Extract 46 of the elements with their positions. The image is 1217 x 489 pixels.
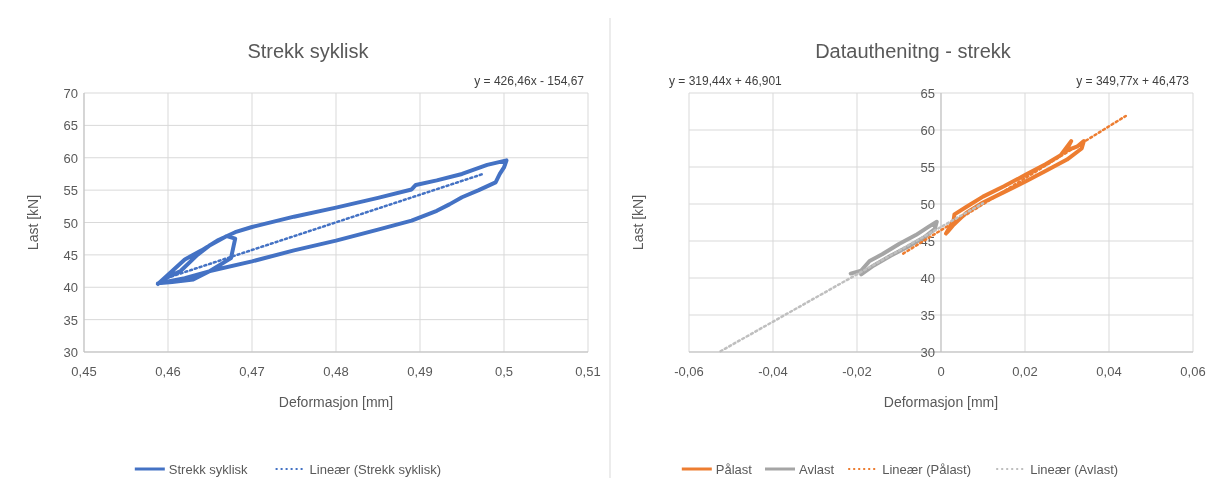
x-tick-label: 0,02 (1012, 364, 1038, 379)
legend-label: Avlast (799, 462, 835, 477)
x-axis-title: Deformasjon [mm] (278, 394, 394, 410)
x-tick-label: 0,5 (494, 364, 514, 379)
x-tick-label: 0,48 (323, 364, 349, 379)
legend-label: Pålast (715, 462, 753, 477)
y-axis-title: Last [kN] (25, 194, 41, 251)
legend-label: Lineær (Strekk syklisk) (309, 462, 442, 477)
y-tick-label: 60 (63, 150, 78, 166)
y-tick-label: 30 (920, 345, 935, 360)
y-tick-label: 35 (920, 308, 935, 323)
chart-title: Strekk syklisk (247, 40, 370, 62)
chart-title: Datauthenitng - strekk (815, 40, 1012, 62)
x-tick-label: 0 (937, 364, 945, 379)
y-tick-label: 50 (920, 197, 935, 212)
line-series (944, 139, 1086, 236)
legend-label: Lineær (Pålast) (882, 462, 972, 477)
x-tick-label: -0,02 (842, 364, 872, 379)
y-tick-label: 65 (920, 86, 935, 101)
y-tick-label: 55 (920, 160, 935, 175)
x-tick-label: -0,04 (758, 364, 788, 379)
x-tick-label: 0,06 (1180, 364, 1206, 379)
x-tick-label: 0,51 (575, 364, 601, 379)
text: y = 319,44x + 46,901 (669, 74, 783, 88)
text: y = 426,46x - 154,67 (474, 74, 585, 88)
y-axis-title: Last [kN] (630, 194, 646, 251)
x-tick-label: -0,06 (674, 364, 704, 379)
x-tick-label: 0,49 (407, 364, 433, 379)
y-tick-label: 50 (63, 215, 78, 231)
x-tick-label: 0,47 (239, 364, 265, 379)
text: y = 349,77x + 46,473 (1076, 74, 1190, 88)
legend-label: Lineær (Avlast) (1030, 462, 1119, 477)
x-axis-title: Deformasjon [mm] (883, 394, 999, 410)
y-tick-label: 60 (920, 123, 935, 138)
y-tick-label: 30 (63, 345, 78, 360)
y-tick-label: 70 (63, 86, 78, 101)
x-tick-label: 0,45 (71, 364, 97, 379)
y-tick-label: 65 (63, 118, 78, 134)
x-tick-label: 0,46 (155, 364, 181, 379)
y-tick-label: 40 (920, 271, 935, 286)
y-tick-label: 45 (63, 247, 78, 263)
y-tick-label: 40 (63, 280, 78, 296)
x-tick-label: 0,04 (1096, 364, 1122, 379)
y-tick-label: 55 (63, 183, 78, 199)
y-tick-label: 35 (63, 312, 78, 328)
legend-label: Strekk syklisk (168, 462, 249, 477)
